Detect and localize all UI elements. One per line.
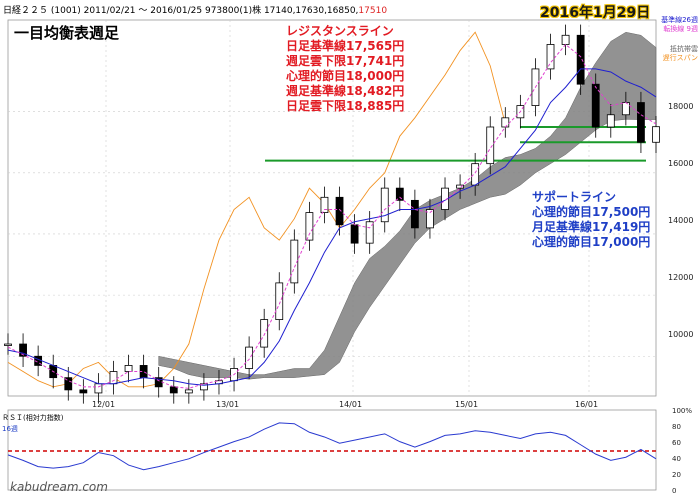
price-candle	[305, 212, 314, 241]
rsi-line	[7, 422, 657, 471]
y-tick-16000: 16000	[668, 159, 694, 168]
price-candle	[184, 389, 193, 394]
header-last-price: 17510	[358, 6, 388, 16]
price-candle	[320, 196, 329, 213]
resistance-line-3: 心理的節目18,000円	[286, 69, 405, 83]
price-candle	[260, 319, 269, 348]
rsi-tick-20: 20	[672, 471, 681, 479]
rsi-panel-frame	[7, 409, 657, 491]
rsi-tick-40: 40	[672, 455, 681, 463]
resistance-annotation: レジスタンスライン 日足基準線17,565円 週足雲下限17,741円 心理的節…	[286, 24, 404, 114]
price-candle	[621, 102, 630, 116]
price-candle	[395, 187, 404, 201]
price-candle	[637, 102, 645, 143]
rsi-label: ＲＳＩ(相対力指数)	[2, 414, 64, 422]
price-candle	[245, 346, 254, 369]
rsi-tick-60: 60	[672, 439, 681, 447]
resistance-line-2: 週足雲下限17,741円	[286, 54, 405, 68]
resistance-heading: レジスタンスライン	[286, 24, 394, 38]
price-candle	[169, 386, 178, 394]
legend-tenkan: 転換線 9週	[663, 25, 698, 33]
support-heading: サポートライン	[532, 190, 617, 204]
rsi-tick-80: 80	[672, 423, 681, 431]
price-candle	[275, 282, 284, 320]
price-candle	[441, 187, 449, 210]
price-candle	[652, 126, 660, 143]
y-tick-10000: 10000	[668, 330, 694, 339]
x-tick-13-01: 13/01	[216, 400, 240, 409]
price-candle	[94, 383, 103, 394]
tenkan-line	[7, 43, 657, 389]
resistance-line-5: 日足雲下限18,885円	[286, 99, 405, 113]
date-badge: 2016年1月29日	[540, 5, 651, 21]
price-candle	[335, 196, 344, 226]
price-candle	[546, 44, 555, 70]
resistance-line-1: 日足基準線17,565円	[286, 39, 405, 53]
price-candle	[486, 126, 495, 165]
support-line-2: 月足基準線17,419円	[532, 220, 651, 234]
x-tick-16-01: 16/01	[575, 400, 599, 409]
resistance-line-4: 週足基準線18,482円	[286, 84, 405, 98]
support-line-3: 心理的節目17,000円	[532, 235, 651, 249]
rsi-tick-100: 100%	[672, 407, 693, 415]
chart-header: 日経２２５ (1001) 2011/02/21 ～ 2016/01/25 973…	[3, 3, 387, 16]
price-candle	[410, 199, 419, 229]
price-candle	[606, 114, 615, 128]
price-candle	[561, 34, 570, 45]
price-candle	[576, 34, 585, 85]
price-candle	[290, 239, 299, 284]
price-candle	[64, 377, 73, 391]
price-candle	[350, 224, 359, 244]
y-tick-12000: 12000	[668, 273, 694, 282]
price-candle	[591, 83, 600, 128]
x-tick-12-01: 12/01	[92, 400, 116, 409]
x-tick-14-01: 14/01	[339, 400, 363, 409]
legend-cloud: 抵抗帯雲	[670, 45, 698, 53]
support-annotation: サポートライン 心理的節目17,500円 月足基準線17,419円 心理的節目1…	[532, 190, 650, 250]
legend-chikou: 遅行スパン	[662, 54, 698, 62]
y-tick-18000: 18000	[668, 102, 694, 111]
price-candle	[4, 343, 12, 346]
header-text: 日経２２５ (1001) 2011/02/21 ～ 2016/01/25 973…	[3, 6, 359, 16]
legend-kijun: 基準線26週	[661, 16, 698, 24]
price-candle	[471, 163, 480, 186]
chikou-span-line	[7, 31, 506, 388]
rsi-tick-0: 0	[672, 487, 677, 495]
price-candle	[380, 187, 389, 223]
price-candle	[79, 389, 88, 394]
price-candle	[501, 117, 510, 128]
rsi-length: 16週	[2, 425, 18, 433]
support-line-1: 心理的節目17,500円	[532, 205, 651, 219]
chart-title: 一目均衡表週足	[14, 24, 120, 42]
y-tick-14000: 14000	[668, 216, 694, 225]
price-candle	[19, 343, 27, 357]
price-panel-frame	[7, 19, 657, 397]
kijun-line	[7, 68, 657, 386]
x-tick-15-01: 15/01	[455, 400, 479, 409]
price-candle	[124, 365, 133, 372]
price-candle	[426, 209, 434, 229]
price-candle	[200, 383, 208, 391]
price-candle	[365, 221, 374, 244]
price-candle	[456, 184, 464, 189]
price-candle	[109, 371, 118, 385]
watermark: kabudream.com	[10, 480, 108, 494]
